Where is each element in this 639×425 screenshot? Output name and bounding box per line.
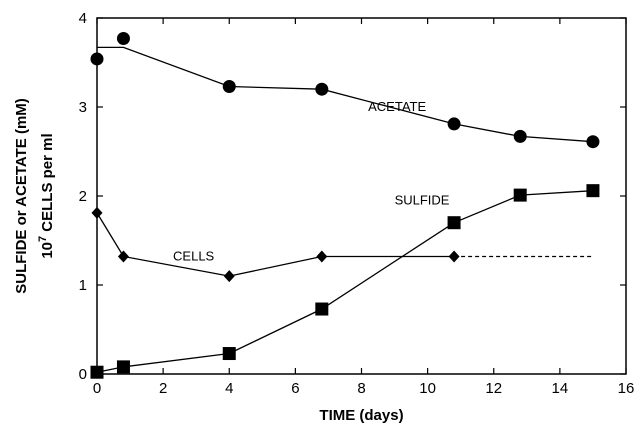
sulfide-line <box>96 190 593 373</box>
acetate-point <box>586 135 600 149</box>
cells-point <box>117 250 129 263</box>
y-tick-label: 4 <box>79 10 87 27</box>
x-tick-label: 4 <box>225 380 233 397</box>
sulfide-point <box>586 184 600 198</box>
acetate-point <box>116 31 130 45</box>
sulfide-point <box>513 188 527 202</box>
acetate-line <box>97 46 593 143</box>
y-axis-title-base: 10 <box>39 242 56 259</box>
sulfide-point <box>90 365 104 379</box>
y-axis-title-inner: 107 CELLS per ml <box>37 133 56 258</box>
y-tick-label: 2 <box>79 188 87 205</box>
x-tick-label: 6 <box>291 380 299 397</box>
cells-point <box>223 270 235 283</box>
series-labels: ACETATE CELLS SULFIDE <box>173 99 450 264</box>
sulfide-label: SULFIDE <box>395 192 450 207</box>
cells-point <box>448 250 460 263</box>
x-tick-label: 2 <box>159 380 167 397</box>
y-axis-title-outer: SULFIDE or ACETATE (mM) <box>13 98 30 294</box>
acetate-point <box>222 80 236 94</box>
cells-point <box>316 250 328 263</box>
y-axis-title-rest: CELLS per ml <box>39 133 56 236</box>
sulfide-point <box>315 302 329 316</box>
x-axis-title: TIME (days) <box>319 407 403 424</box>
acetate-point <box>513 129 527 143</box>
acetate-point <box>315 82 329 96</box>
acetate-point <box>447 117 461 131</box>
x-tick-label: 16 <box>618 380 635 397</box>
sulfide-point <box>447 216 461 230</box>
series-markers <box>90 31 600 379</box>
y-tick-label: 0 <box>79 366 87 383</box>
series-lines <box>96 46 593 373</box>
sulfide-point <box>222 347 236 361</box>
x-tick-label: 12 <box>485 380 502 397</box>
x-tick-label: 14 <box>552 380 569 397</box>
plot-frame <box>96 17 627 375</box>
y-tick-label: 1 <box>79 277 87 294</box>
axis-ticks <box>96 17 627 375</box>
acetate-label: ACETATE <box>368 99 426 114</box>
cells-line <box>96 212 455 277</box>
x-tick-label: 8 <box>357 380 365 397</box>
y-tick-label: 3 <box>79 99 87 116</box>
sulfide-point <box>116 360 130 374</box>
cells-label: CELLS <box>173 249 215 264</box>
x-tick-label: 0 <box>93 380 101 397</box>
cells-point <box>91 206 103 219</box>
x-tick-label: 10 <box>419 380 436 397</box>
acetate-point <box>90 52 104 66</box>
y-axis-title-exponent: 7 <box>37 236 49 242</box>
